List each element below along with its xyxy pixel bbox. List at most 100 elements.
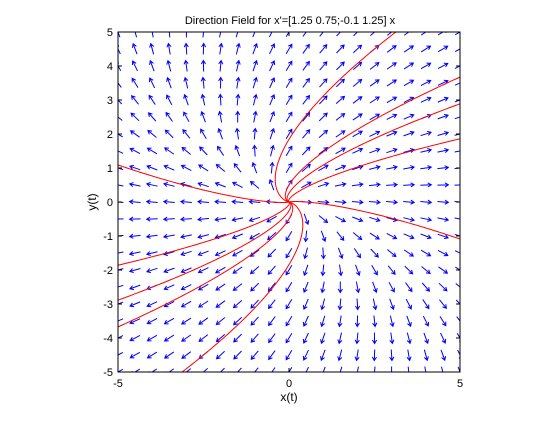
field-arrow — [198, 164, 209, 172]
field-arrow — [371, 349, 377, 362]
field-arrow — [369, 232, 380, 240]
field-arrow — [129, 334, 141, 342]
field-arrow — [406, 315, 412, 328]
field-arrow — [252, 42, 258, 55]
field-arrow — [200, 93, 206, 106]
field-arrow — [369, 147, 381, 154]
field-arrow — [386, 45, 397, 53]
field-arrow — [437, 216, 450, 222]
field-arrow — [302, 332, 309, 344]
field-arrow — [231, 181, 243, 188]
field-arrow — [285, 265, 293, 276]
field-arrow — [454, 116, 460, 120]
field-arrow — [420, 79, 432, 86]
field-arrow — [288, 367, 293, 372]
field-arrow — [334, 199, 347, 205]
field-arrow — [252, 59, 258, 72]
field-arrow — [301, 181, 312, 189]
field-arrow — [218, 59, 224, 72]
field-arrow — [318, 112, 328, 122]
field-arrow — [251, 161, 258, 174]
field-arrow — [146, 301, 158, 308]
field-arrow — [145, 251, 158, 256]
field-arrow — [118, 284, 124, 288]
field-arrow — [165, 368, 175, 372]
field-arrow — [163, 267, 175, 274]
field-arrow — [455, 283, 460, 288]
field-arrow — [214, 216, 227, 222]
field-arrow — [338, 264, 344, 277]
field-arrow — [269, 43, 276, 55]
field-arrow — [320, 264, 326, 277]
field-arrow — [233, 162, 242, 173]
field-arrow — [386, 79, 398, 87]
field-arrow — [317, 199, 330, 205]
field-arrow — [302, 43, 310, 54]
field-arrow — [267, 299, 276, 310]
field-arrow — [149, 42, 155, 55]
field-arrow — [335, 147, 346, 155]
field-arrow — [372, 315, 378, 328]
field-arrow — [165, 111, 173, 122]
field-arrow — [302, 315, 309, 327]
field-arrow — [180, 164, 192, 171]
field-arrow — [268, 316, 276, 327]
field-arrow — [335, 78, 346, 88]
field-arrow — [148, 94, 156, 105]
field-arrow — [271, 367, 276, 372]
field-arrow — [319, 32, 324, 37]
field-arrow — [235, 42, 241, 55]
trajectories — [118, 32, 460, 372]
field-arrow — [318, 147, 329, 155]
field-arrow — [285, 60, 293, 71]
field-arrow — [233, 350, 242, 360]
y-tick-label: 3 — [107, 95, 113, 107]
field-arrow — [318, 129, 329, 138]
field-arrow — [128, 199, 141, 205]
field-arrow — [146, 318, 158, 325]
field-arrow — [285, 128, 293, 139]
field-arrow — [454, 32, 460, 36]
field-arrow — [403, 217, 415, 222]
field-arrow — [285, 43, 293, 54]
field-arrow — [131, 94, 139, 105]
field-arrow — [162, 199, 175, 205]
field-arrow — [250, 350, 259, 360]
field-arrow — [118, 150, 124, 154]
field-arrow — [386, 147, 398, 154]
field-arrow — [268, 333, 276, 344]
field-arrow — [128, 164, 141, 171]
field-arrow — [456, 333, 460, 342]
field-arrow — [163, 164, 175, 171]
field-arrow — [457, 349, 460, 360]
field-arrow — [118, 218, 124, 220]
field-arrow — [405, 282, 413, 293]
field-arrow — [302, 60, 310, 71]
field-arrow — [267, 265, 276, 275]
field-arrow — [420, 96, 432, 103]
field-arrow — [437, 62, 449, 70]
field-arrow — [234, 367, 242, 372]
field-arrow — [118, 301, 124, 305]
field-arrow — [373, 366, 376, 372]
field-arrow — [438, 266, 449, 274]
field-arrow — [302, 94, 311, 105]
field-arrow — [147, 129, 157, 138]
field-arrow — [403, 113, 415, 120]
field-arrow — [352, 113, 363, 121]
field-arrow — [302, 32, 307, 37]
field-arrow — [303, 247, 308, 260]
field-arrow — [335, 130, 346, 138]
field-arrow — [302, 281, 309, 294]
field-arrow — [320, 247, 326, 260]
field-arrow — [437, 45, 449, 53]
field-arrow — [405, 298, 412, 310]
field-arrow — [320, 349, 326, 362]
field-arrow — [302, 77, 310, 88]
x-tick-label: 5 — [457, 378, 463, 390]
field-arrow — [440, 332, 447, 344]
field-arrow — [389, 349, 395, 362]
field-arrow — [403, 249, 415, 257]
field-arrow — [129, 130, 140, 138]
